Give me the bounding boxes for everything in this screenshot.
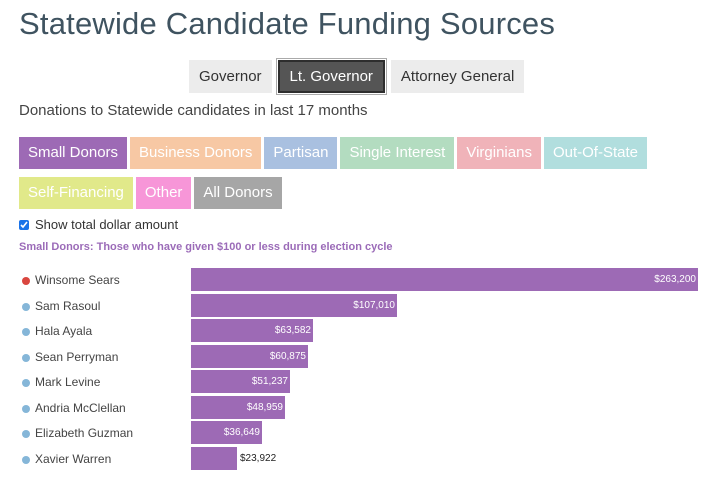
funding-bar-chart: Winsome Sears $263,200 Sam Rasoul $107,010 H… <box>0 268 722 474</box>
funding-bar[interactable] <box>191 446 237 470</box>
candidate-name: Mark Levine <box>35 375 101 389</box>
candidate-row: Sean Perryman $60,875 <box>0 344 722 370</box>
category-self-financing-button[interactable]: Self-Financing <box>19 177 133 209</box>
candidate-row: Mark Levine $51,237 <box>0 370 722 395</box>
party-dot-icon <box>22 455 30 464</box>
category-virginians-button[interactable]: Virginians <box>457 137 541 169</box>
party-dot-icon <box>22 404 30 413</box>
candidate-name: Andria McClellan <box>35 400 126 415</box>
show-total-checkbox[interactable] <box>19 219 29 230</box>
funding-bar[interactable] <box>191 319 313 342</box>
category-partisan-button[interactable]: Partisan <box>264 137 338 169</box>
candidate-name: Elizabeth Guzman <box>35 426 134 440</box>
candidate-name: Sean Perryman <box>35 349 119 364</box>
category-description: Small Donors: Those who have given $100 … <box>19 241 393 253</box>
category-out-of-state-button[interactable]: Out-Of-State <box>543 137 647 169</box>
bar-value-label: $63,582 <box>274 325 311 336</box>
bar-value-label: $60,875 <box>269 350 306 362</box>
candidate-name: Hala Ayala <box>35 324 93 338</box>
bar-value-label: $36,649 <box>223 427 260 438</box>
funding-bar[interactable] <box>191 293 397 317</box>
funding-bar[interactable] <box>191 421 262 444</box>
party-dot-icon <box>22 353 30 362</box>
candidate-row: Andria McClellan $48,959 <box>0 395 722 421</box>
candidate-name: Sam Rasoul <box>35 298 101 313</box>
tab-lt-governor[interactable]: Lt. Governor <box>275 58 387 95</box>
candidate-row: Winsome Sears $263,200 <box>0 268 722 293</box>
bar-value-label: $107,010 <box>353 299 395 311</box>
show-total-toggle[interactable]: Show total dollar amount <box>19 217 178 232</box>
party-dot-icon <box>22 379 30 387</box>
category-business-donors-button[interactable]: Business Donors <box>130 137 262 169</box>
category-buttons-row-1: Small Donors Business Donors Partisan Si… <box>19 137 647 169</box>
candidate-name: Winsome Sears <box>35 273 120 287</box>
bar-value-label: $51,237 <box>251 376 288 387</box>
funding-bar[interactable] <box>191 344 308 368</box>
candidate-row: Sam Rasoul $107,010 <box>0 293 722 319</box>
party-dot-icon <box>22 277 30 285</box>
funding-bar[interactable] <box>191 370 290 393</box>
category-small-donors-button[interactable]: Small Donors <box>19 137 128 169</box>
candidate-row: Xavier Warren $23,922 <box>0 446 722 472</box>
bar-value-label: $48,959 <box>246 401 283 413</box>
bar-value-label: $23,922 <box>240 452 277 464</box>
category-single-interest-button[interactable]: Single Interest <box>340 137 455 169</box>
category-other-button[interactable]: Other <box>135 177 192 209</box>
bar-value-label: $263,200 <box>654 274 696 285</box>
category-buttons-row-2: Self-Financing Other All Donors <box>19 177 282 209</box>
category-all-donors-button[interactable]: All Donors <box>194 177 282 209</box>
funding-bar[interactable] <box>191 268 698 291</box>
candidate-name: Xavier Warren <box>35 451 112 466</box>
party-dot-icon <box>22 328 30 336</box>
page-subtitle: Donations to Statewide candidates in las… <box>19 102 368 119</box>
funding-bar[interactable] <box>191 395 285 419</box>
page-title: Statewide Candidate Funding Sources <box>19 6 556 41</box>
show-total-label: Show total dollar amount <box>35 217 179 232</box>
candidate-row: Hala Ayala $63,582 <box>0 319 722 344</box>
candidate-row: Elizabeth Guzman $36,649 <box>0 421 722 446</box>
office-tabs: Governor Lt. Governor Attorney General <box>189 58 525 95</box>
tab-governor[interactable]: Governor <box>189 60 272 93</box>
party-dot-icon <box>22 430 30 438</box>
tab-attorney-general[interactable]: Attorney General <box>390 60 525 93</box>
party-dot-icon <box>22 302 30 311</box>
